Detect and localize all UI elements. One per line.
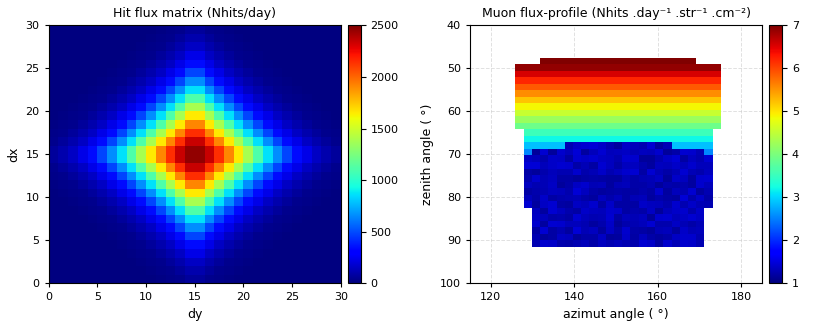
X-axis label: dy: dy (187, 308, 202, 321)
Title: Muon flux-profile (Nhits .day⁻¹ .str⁻¹ .cm⁻²): Muon flux-profile (Nhits .day⁻¹ .str⁻¹ .… (481, 7, 749, 20)
X-axis label: azimut angle ( °): azimut angle ( °) (562, 308, 668, 321)
Y-axis label: dx: dx (7, 147, 20, 162)
Title: Hit flux matrix (Nhits/day): Hit flux matrix (Nhits/day) (113, 7, 276, 20)
Y-axis label: zenith angle ( °): zenith angle ( °) (421, 104, 434, 205)
